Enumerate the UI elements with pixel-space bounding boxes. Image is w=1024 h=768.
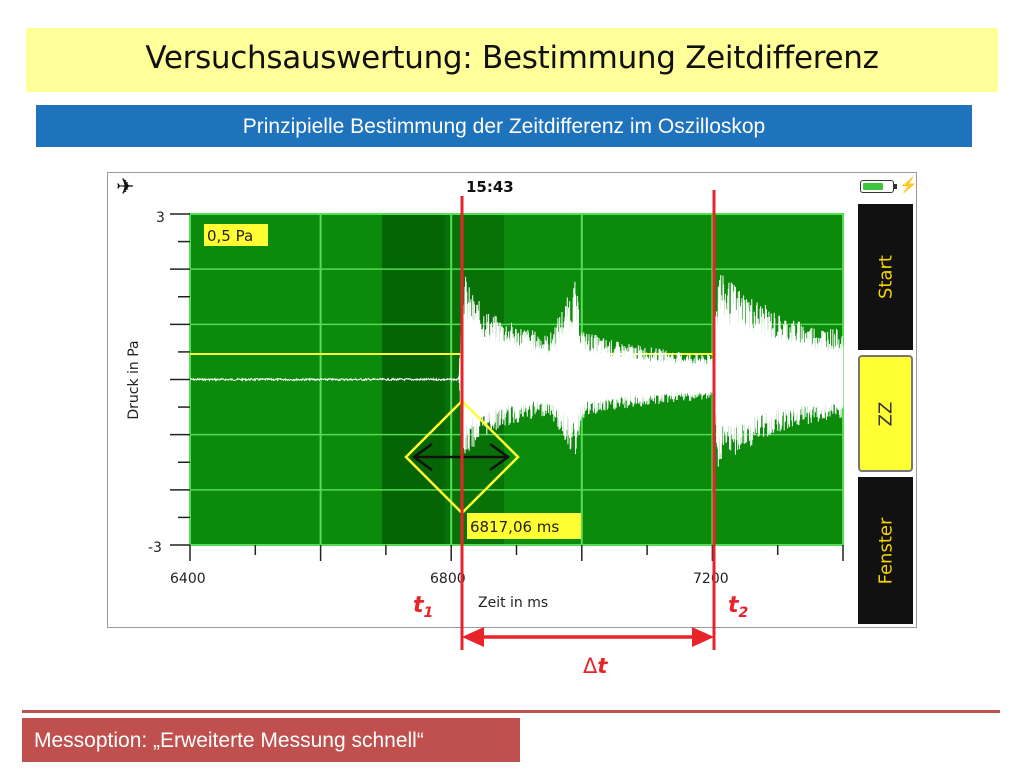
slide-subtitle: Prinzipielle Bestimmung der Zeitdifferen…	[242, 115, 766, 138]
label-delta-t: Δt	[583, 654, 608, 678]
arrow-left-head	[411, 442, 433, 472]
footer-divider	[22, 710, 1000, 713]
y-axis-label: Druck in Pa	[126, 340, 142, 419]
y-ticks	[170, 213, 190, 546]
cursor-label: 6817,06 ms	[470, 518, 559, 536]
title-bar: Versuchsauswertung: Bestimmung Zeitdiffe…	[26, 28, 998, 92]
x-tick-label-7200: 7200	[693, 571, 729, 587]
scale-label: 0,5 Pa	[207, 227, 253, 245]
battery-level	[863, 183, 883, 190]
arrow-right-head	[489, 442, 511, 472]
slide-title: Versuchsauswertung: Bestimmung Zeitdiffe…	[145, 40, 879, 76]
signal-trace	[189, 275, 844, 467]
start-button[interactable]: Start	[858, 204, 913, 350]
delta-arrow-right-head	[692, 627, 714, 647]
x-ticks	[189, 545, 844, 561]
airplane-icon: ✈	[116, 174, 135, 199]
footer-text: Messoption: „Erweiterte Messung schnell“	[34, 729, 424, 752]
signal-path	[189, 275, 844, 467]
scale-label-box	[204, 224, 268, 246]
zz-button-label: ZZ	[875, 401, 896, 426]
subtitle-bar: Prinzipielle Bestimmung der Zeitdifferen…	[36, 105, 972, 147]
x-axis-label: Zeit in ms	[478, 595, 548, 611]
battery-tip	[894, 184, 897, 189]
label-t1: t1	[413, 593, 433, 621]
zz-button[interactable]: ZZ	[858, 355, 913, 472]
fenster-button[interactable]: Fenster	[858, 477, 913, 624]
status-time: 15:43	[466, 178, 514, 196]
fenster-button-label: Fenster	[875, 517, 896, 584]
x-tick-label-6800: 6800	[430, 571, 466, 587]
charging-bolt-icon: ⚡	[899, 177, 918, 194]
battery-icon	[860, 180, 894, 193]
y-top-label: 3	[156, 210, 165, 226]
footer-box: Messoption: „Erweiterte Messung schnell“	[22, 718, 520, 762]
start-button-label: Start	[875, 255, 896, 299]
delta-arrow-left-head	[462, 627, 484, 647]
y-bottom-label: -3	[148, 540, 162, 556]
label-t2: t2	[728, 593, 748, 621]
cursor-label-box	[467, 513, 581, 539]
x-tick-label-6400: 6400	[170, 571, 206, 587]
